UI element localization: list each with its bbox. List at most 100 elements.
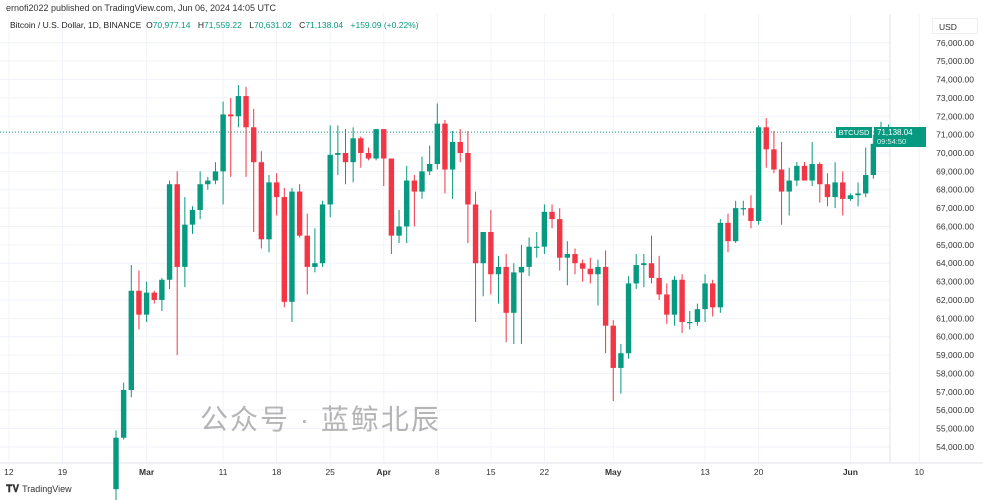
low-value: 70,631.02 — [253, 20, 292, 30]
open-label: O — [146, 20, 153, 30]
candle-body — [404, 180, 410, 227]
candle-body — [847, 195, 854, 199]
symbol-name: Bitcoin / U.S. Dollar, 1D, BINANCE — [10, 20, 142, 30]
candle-body — [457, 141, 463, 153]
y-tick-label: 76,000.00 — [936, 38, 974, 48]
candle-body — [809, 164, 815, 181]
x-tick-label: 18 — [272, 467, 282, 477]
symbol-legend: Bitcoin / U.S. Dollar, 1D, BINANCE O70,9… — [10, 20, 424, 30]
candle-body — [358, 138, 364, 153]
y-tick-label: 67,000.00 — [936, 203, 974, 213]
candle-body — [794, 165, 800, 181]
candle-body — [212, 171, 219, 181]
candle-body — [732, 208, 739, 242]
candle-body — [465, 153, 471, 205]
candle-body — [273, 182, 280, 198]
candle-body — [694, 309, 701, 323]
candle-body — [557, 219, 563, 258]
candle-body — [342, 153, 349, 163]
candle-body — [251, 127, 257, 163]
y-tick-label: 64,000.00 — [936, 258, 974, 268]
candle-body — [595, 266, 601, 275]
y-tick-label: 57,000.00 — [936, 387, 974, 397]
y-tick-label: 65,000.00 — [936, 240, 974, 250]
x-tick-label: 12 — [4, 467, 14, 477]
y-tick-label: 55,000.00 — [936, 424, 974, 434]
candle-body — [365, 153, 372, 159]
currency-button[interactable]: USD — [932, 18, 978, 34]
candle-body — [564, 254, 571, 258]
candle-body — [495, 266, 502, 275]
candle-body — [664, 294, 670, 315]
candle-body — [373, 129, 379, 159]
x-tick-label: Apr — [376, 467, 391, 477]
y-tick-label: 60,000.00 — [936, 332, 974, 342]
candle-body — [228, 114, 234, 117]
x-tick-label: Jun — [843, 467, 858, 477]
candle-body — [740, 208, 746, 210]
candle-body — [419, 171, 425, 192]
candle-body — [143, 292, 150, 315]
high-label: H — [197, 20, 205, 30]
y-tick-label: 75,000.00 — [936, 56, 974, 66]
tv-logo-icon: 𝐓𝐕 — [6, 484, 20, 495]
candle-body — [832, 182, 838, 198]
candle-body — [572, 254, 578, 264]
close-label: C — [299, 20, 306, 30]
y-tick-label: 69,000.00 — [936, 166, 974, 176]
candle-body — [602, 266, 609, 326]
candle-body — [748, 208, 754, 221]
x-tick-label: 13 — [700, 467, 710, 477]
close-value: 71,138.04 — [305, 20, 344, 30]
candle-body — [266, 182, 272, 240]
x-tick-label: Mar — [139, 467, 155, 477]
candle-body — [725, 222, 731, 242]
y-tick-label: 61,000.00 — [936, 313, 974, 323]
candle-body — [480, 231, 486, 264]
tradingview-logo[interactable]: 𝐓𝐕 TradingView — [6, 484, 72, 495]
x-tick-label: 11 — [219, 467, 228, 477]
candle-body — [319, 204, 326, 264]
candle-body — [587, 268, 593, 275]
candle-body — [840, 182, 846, 199]
candle-body — [136, 290, 142, 315]
candle-body — [189, 209, 196, 225]
change-value: +159.09 (+0.22%) — [350, 20, 419, 30]
candle-body — [449, 141, 456, 170]
candle-body — [717, 222, 724, 308]
candle-body — [855, 193, 861, 196]
candle-body — [174, 184, 180, 267]
candle-body — [120, 389, 127, 438]
candle-body — [434, 123, 440, 165]
candle-body — [817, 164, 823, 185]
candle-body — [710, 283, 716, 308]
candle-body — [671, 279, 678, 315]
candle-body — [472, 204, 479, 264]
low-label: L — [249, 20, 254, 30]
candle-body — [702, 283, 708, 310]
candle-body — [824, 184, 831, 198]
candle-body — [289, 191, 295, 302]
y-tick-label: 70,000.00 — [936, 148, 974, 158]
candle-body — [786, 180, 792, 192]
open-value: 70,977.14 — [152, 20, 191, 30]
x-tick-label: 22 — [540, 467, 550, 477]
candle-body — [426, 164, 433, 172]
candle-body — [258, 162, 265, 240]
candle-body — [656, 277, 662, 295]
candle-body — [771, 149, 777, 170]
y-tick-label: 54,000.00 — [936, 442, 974, 452]
bar-countdown: 09:54:50 — [877, 137, 907, 146]
candle-body — [312, 263, 318, 267]
candle-body — [205, 180, 211, 185]
candle-body — [648, 263, 655, 278]
candle-body — [388, 158, 395, 236]
candle-body — [350, 138, 356, 163]
candle-body — [243, 96, 249, 128]
candle-body — [549, 211, 555, 220]
candle-body — [220, 114, 226, 172]
candle-body — [113, 437, 119, 490]
candle-body — [235, 96, 242, 117]
